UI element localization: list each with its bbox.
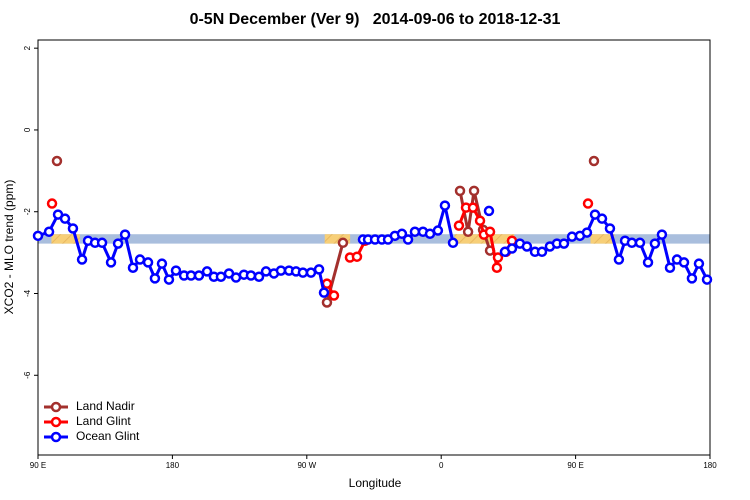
data-point [521, 241, 533, 252]
data-point [328, 290, 340, 301]
data-point [558, 238, 570, 249]
data-point [454, 185, 466, 197]
x-tick-label: 90 W [297, 461, 316, 470]
data-point [76, 254, 88, 265]
data-point [193, 270, 205, 281]
data-point [642, 257, 654, 268]
data-point [351, 251, 363, 262]
data-point [483, 205, 495, 217]
legend-marker [50, 416, 62, 428]
land-span-hatch [590, 234, 615, 244]
data-point [474, 215, 486, 226]
data-point [253, 271, 265, 282]
x-tick-label: 90 E [567, 461, 583, 470]
y-axis-label: XCO2 - MLO trend (ppm) [2, 180, 16, 315]
data-point [664, 262, 676, 273]
data-point [297, 267, 309, 278]
data-point [536, 246, 548, 258]
series-line [327, 161, 594, 302]
data-point [432, 225, 444, 236]
data-point [245, 270, 257, 281]
data-point [163, 274, 175, 285]
data-point [492, 252, 504, 263]
y-tick-label: 2 [23, 45, 32, 50]
data-point [67, 223, 79, 234]
data-point [467, 202, 479, 213]
land-span-hatch [51, 234, 80, 244]
data-point [170, 265, 182, 276]
x-tick-label: 90 E [30, 461, 46, 470]
legend-label: Land Glint [76, 414, 131, 428]
data-point [626, 237, 638, 249]
data-point [321, 297, 333, 308]
data-point [201, 266, 213, 277]
data-point [468, 185, 480, 197]
land-span-hatch [324, 234, 351, 244]
data-point [596, 213, 608, 224]
data-point [337, 237, 349, 249]
data-point [149, 273, 161, 284]
data-point [313, 264, 325, 275]
data-point [506, 243, 518, 254]
data-point [581, 227, 593, 238]
data-point [59, 213, 71, 224]
data-point [604, 223, 616, 234]
data-point [318, 287, 330, 298]
data-point [43, 226, 55, 238]
data-point [127, 262, 139, 273]
data-point [105, 257, 117, 268]
data-point [447, 237, 459, 249]
data-point [656, 229, 668, 240]
data-point [32, 230, 44, 242]
data-point [46, 198, 58, 209]
y-tick-label: -6 [23, 371, 32, 379]
legend-label: Land Nadir [76, 399, 135, 413]
data-point [396, 228, 408, 240]
data-point [409, 226, 421, 238]
y-tick-label: -2 [23, 208, 32, 216]
data-point [686, 273, 698, 284]
data-point [582, 198, 594, 209]
x-tick-label: 180 [166, 461, 180, 470]
data-point [51, 155, 63, 167]
x-axis-label: Longitude [349, 476, 402, 490]
data-point [693, 258, 705, 269]
data-point [634, 237, 646, 249]
data-point [119, 229, 131, 240]
x-tick-label: 0 [439, 461, 444, 470]
data-point [112, 238, 124, 249]
data-point [275, 265, 287, 276]
data-point [96, 237, 108, 249]
data-point [402, 234, 414, 245]
legend-marker [50, 401, 62, 413]
data-point [613, 254, 625, 265]
plot-frame [37, 39, 711, 456]
data-point [462, 226, 474, 238]
data-point [588, 155, 600, 167]
data-point [701, 274, 713, 285]
x-tick-label: 180 [703, 461, 717, 470]
data-point [215, 271, 227, 282]
data-point [649, 238, 661, 249]
data-point [453, 220, 465, 231]
legend-marker [50, 431, 62, 443]
chart-title: 0-5N December (Ver 9) 2014-09-06 to 2018… [190, 11, 561, 28]
y-tick-label: 0 [23, 127, 32, 132]
data-point [134, 254, 146, 265]
data-point [439, 200, 451, 211]
data-point [142, 257, 154, 268]
data-point [484, 226, 496, 238]
data-point [156, 258, 168, 269]
data-point [305, 267, 317, 278]
data-point [678, 257, 690, 268]
legend-label: Ocean Glint [76, 429, 140, 443]
y-tick-label: -4 [23, 289, 32, 297]
data-point [491, 262, 503, 273]
